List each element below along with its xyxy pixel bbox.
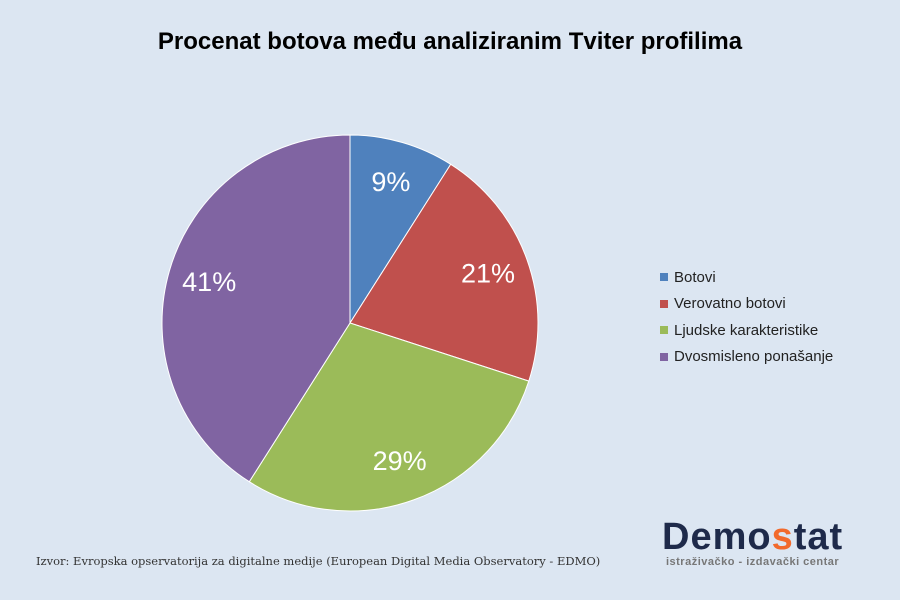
logo-text-a: Demo	[662, 516, 772, 558]
logo-text-c: tat	[793, 516, 844, 558]
legend-item: Ljudske karakteristike	[660, 317, 833, 344]
data-label: 9%	[371, 167, 410, 197]
legend-label: Dvosmisleno ponašanje	[674, 348, 834, 366]
pie-slice-1	[349, 134, 452, 325]
data-label: 29%	[373, 446, 427, 476]
legend-item: Dvosmisleno ponašanje	[660, 344, 833, 371]
legend-swatch	[660, 326, 668, 335]
legend: Botovi Verovatno botovi Ljudske karakteris…	[660, 264, 833, 370]
demostat-logo: Demostat istraživačko - izdavački centar	[662, 518, 843, 568]
legend-item: Botovi	[660, 264, 833, 291]
logo-text-b: s	[771, 516, 794, 558]
legend-label: Verovatno botovi	[674, 295, 786, 313]
pie-slice-4	[161, 134, 351, 483]
legend-swatch	[660, 352, 668, 361]
legend-swatch	[660, 299, 668, 308]
legend-label: Ljudske karakteristike	[674, 321, 819, 339]
pie-slice-2	[349, 163, 539, 382]
data-label: 21%	[461, 258, 515, 288]
legend-item: Verovatno botovi	[660, 291, 833, 318]
chart-title: Procenat botova među analiziranim Tviter…	[157, 28, 743, 55]
data-label: 41%	[182, 267, 236, 297]
logo-tagline: istraživačko - izdavački centar	[665, 556, 840, 568]
legend-label: Botovi	[674, 268, 716, 286]
pie-slice-3	[248, 322, 530, 512]
legend-swatch	[660, 273, 668, 282]
source-note: Izvor: Evropska opservatorija za digital…	[36, 554, 601, 568]
